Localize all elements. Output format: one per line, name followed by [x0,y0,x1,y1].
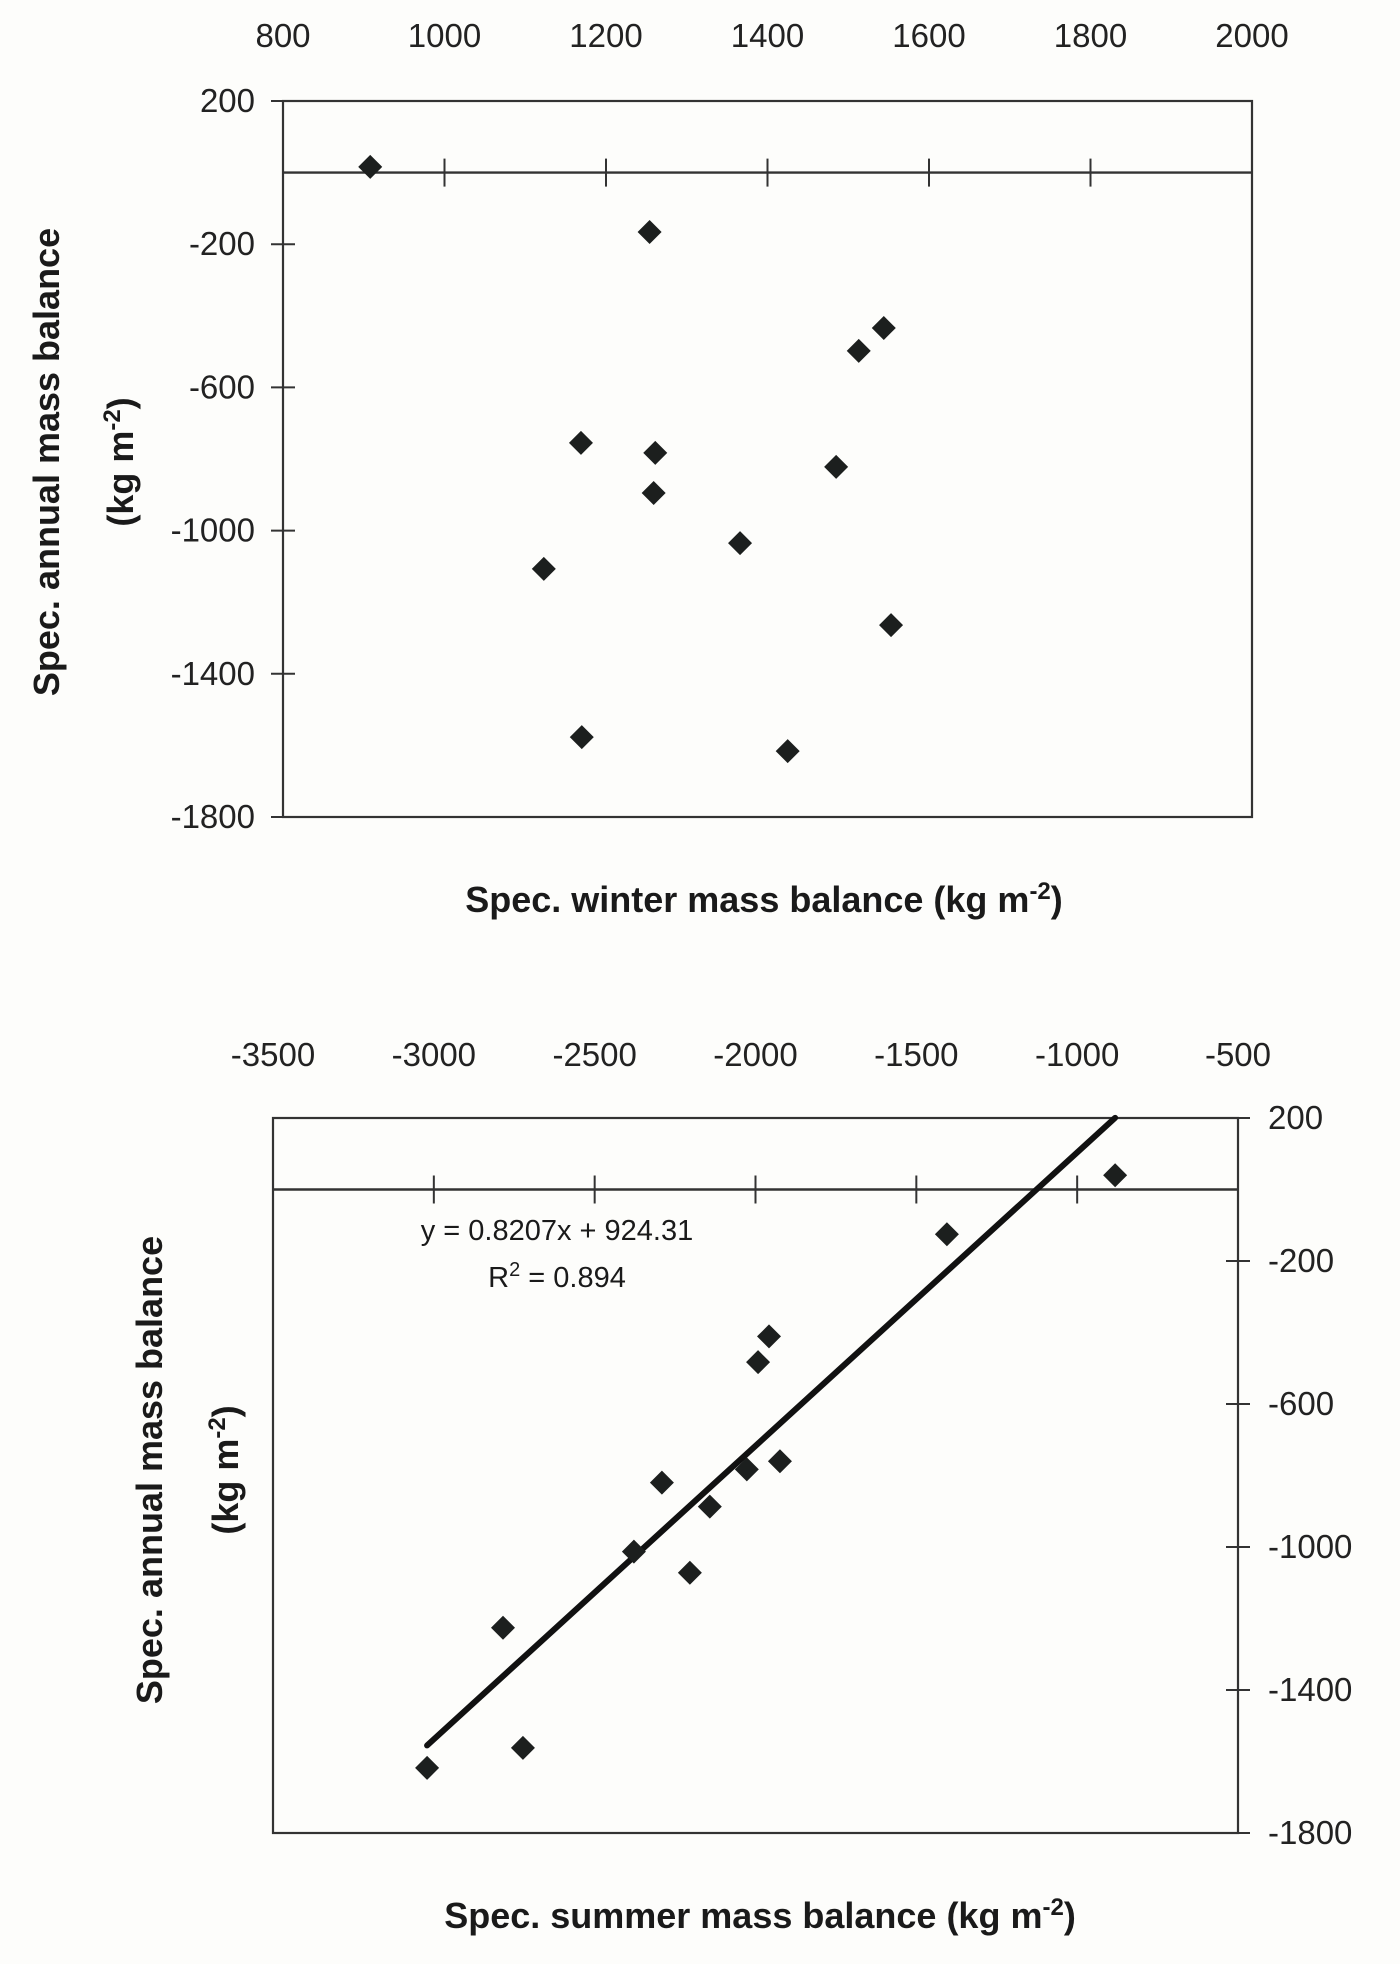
x-tick-label: 1000 [408,17,481,54]
data-point-diamond [677,1560,702,1585]
data-point-diamond [697,1494,722,1519]
data-point-diamond [824,454,849,479]
y-tick-label: -200 [1268,1242,1334,1279]
y-tick-label: -200 [189,225,255,262]
data-point-diamond [734,1457,759,1482]
plot-frame [281,99,1254,819]
summer-vs-annual-plot: -3500 -3000 -2500 -2000 -1500 -1000 -500 200 -2… [129,1036,1352,1936]
y-tick-label: -600 [1268,1385,1334,1422]
data-point-diamond [871,315,896,340]
y-axis-tick-labels: 200 -200 -600 -1000 -1400 -1800 [171,82,255,835]
y-axis-title-units: (kg m-2) [204,1405,247,1534]
y-tick-label: -1400 [1268,1671,1352,1708]
data-point-diamond [846,338,871,363]
y-tick-label: -1800 [171,798,255,835]
x-axis-ticks [432,1175,1079,1204]
data-point-diamond [621,1539,646,1564]
data-point-diamond [1103,1163,1128,1188]
x-tick-label: 2000 [1215,17,1288,54]
y-tick-label: 200 [1268,1099,1323,1136]
x-tick-label: -2500 [552,1036,636,1073]
x-tick-label: -1000 [1035,1036,1119,1073]
plot-frame [271,1116,1240,1835]
x-tick-label: 1400 [731,17,804,54]
y-axis-title-units: (kg m-2) [99,397,142,526]
x-tick-label: 800 [255,17,310,54]
data-point-diamond [934,1222,959,1247]
x-tick-label: 1200 [569,17,642,54]
y-tick-label: -600 [189,368,255,405]
trendline [424,1114,1119,1749]
x-axis-title: Spec. winter mass balance (kg m-2) [465,878,1063,921]
data-point-diamond [358,154,383,179]
x-tick-label: -3000 [392,1036,476,1073]
data-point-diamond [531,556,556,581]
data-point-diamond [490,1615,515,1640]
regression-equation: y = 0.8207x + 924.31 [421,1215,694,1247]
x-tick-label: -2000 [713,1036,797,1073]
data-point-diamond [510,1735,535,1760]
data-point-diamond [879,613,904,638]
data-point-diamond [757,1324,782,1349]
data-point-diamond [641,481,666,506]
data-point-diamond [415,1755,440,1780]
y-tick-label: 200 [200,82,255,119]
x-axis-ticks [443,158,1092,187]
data-points [358,154,904,764]
data-point-diamond [568,430,593,455]
y-tick-label: -1000 [1268,1528,1352,1565]
y-tick-label: -1800 [1268,1814,1352,1851]
data-points [415,1163,1128,1780]
winter-vs-annual-plot: 800 1000 1200 1400 1600 1800 2000 200 -200 -600 -… [26,17,1289,920]
y-axis-tick-labels: 200 -200 -600 -1000 -1400 -1800 [1268,1099,1352,1851]
x-tick-label: -1500 [874,1036,958,1073]
x-tick-label: 1800 [1054,17,1127,54]
data-point-diamond [649,1470,674,1495]
x-tick-label: -500 [1205,1036,1271,1073]
data-point-diamond [746,1350,771,1375]
y-tick-label: -1000 [171,512,255,549]
y-axis-ticks [271,100,295,818]
y-tick-label: -1400 [171,655,255,692]
x-tick-label: 1600 [892,17,965,54]
data-point-diamond [728,531,753,556]
x-axis-tick-labels: -3500 -3000 -2500 -2000 -1500 -1000 -500 [231,1036,1271,1073]
r-squared-label: R2 = 0.894 [488,1259,626,1294]
y-axis-title: Spec. annual mass balance [26,228,67,696]
x-tick-label: -3500 [231,1036,315,1073]
data-point-diamond [643,440,668,465]
y-axis-title: Spec. annual mass balance [129,1236,170,1704]
data-point-diamond [767,1449,792,1474]
data-point-diamond [569,725,594,750]
x-axis-tick-labels: 800 1000 1200 1400 1600 1800 2000 [255,17,1288,54]
data-point-diamond [637,220,662,245]
data-point-diamond [775,739,800,764]
x-axis-title: Spec. summer mass balance (kg m-2) [444,1894,1076,1937]
y-axis-ticks [1226,1117,1250,1834]
